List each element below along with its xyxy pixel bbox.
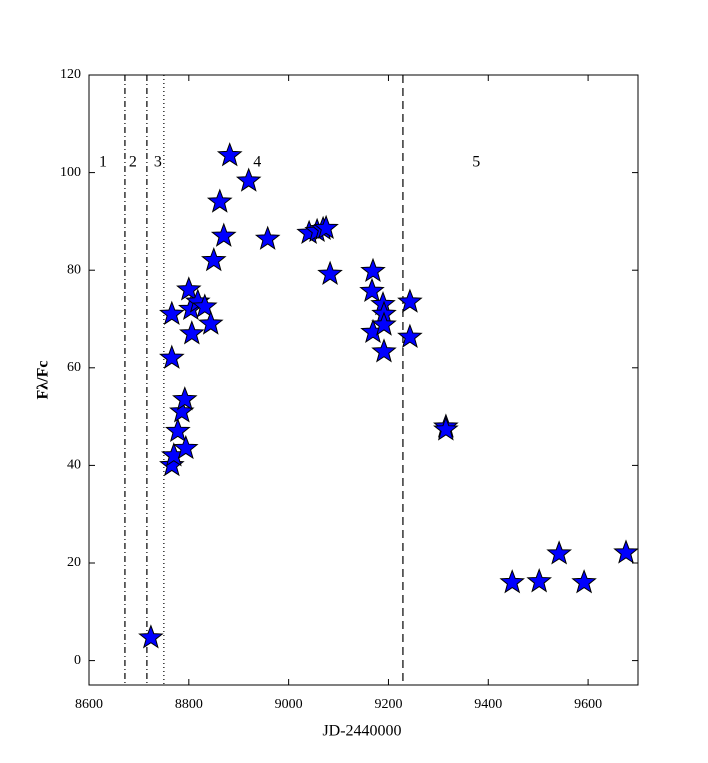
x-tick-label: 8600 xyxy=(75,697,103,712)
star-point xyxy=(397,323,423,348)
star-point xyxy=(526,568,552,593)
star-point xyxy=(159,300,185,325)
y-tick-label: 60 xyxy=(67,360,81,375)
star-point xyxy=(360,257,386,283)
star-point xyxy=(571,569,597,594)
star-point xyxy=(192,293,218,318)
star-point xyxy=(397,288,423,313)
star-point xyxy=(176,276,202,301)
region-label: 2 xyxy=(129,154,137,171)
y-tick-label: 80 xyxy=(67,262,81,277)
x-tick-label: 9600 xyxy=(574,697,602,712)
plot-frame xyxy=(88,74,639,686)
star-point xyxy=(206,188,233,213)
y-tick-label: 40 xyxy=(67,458,81,473)
star-point xyxy=(613,539,639,564)
region-label: 1 xyxy=(99,154,107,171)
y-tick-label: 20 xyxy=(67,555,81,570)
star-point xyxy=(371,338,397,363)
star-point xyxy=(254,225,281,250)
x-tick-label: 9000 xyxy=(275,697,303,712)
star-point xyxy=(210,222,237,247)
region-label: 4 xyxy=(253,154,261,171)
y-tick-label: 0 xyxy=(74,653,81,668)
star-point xyxy=(359,277,385,303)
star-point xyxy=(317,260,343,285)
star-point xyxy=(216,142,243,167)
star-point xyxy=(201,246,227,272)
star-point xyxy=(546,540,572,565)
star-point xyxy=(433,416,459,441)
x-tick-label: 9400 xyxy=(474,697,502,712)
star-point xyxy=(313,214,339,240)
region-label: 5 xyxy=(472,154,480,171)
star-point xyxy=(235,167,262,192)
star-point xyxy=(165,417,191,443)
star-point xyxy=(198,310,224,335)
star-point xyxy=(172,386,198,411)
x-axis-label: JD-2440000 xyxy=(322,723,401,740)
y-axis-label: Fλ/Fc xyxy=(35,361,52,400)
x-tick-label: 9200 xyxy=(374,697,402,712)
region-label: 3 xyxy=(154,154,162,171)
star-point xyxy=(179,320,205,345)
y-tick-label: 100 xyxy=(60,165,81,180)
y-tick-label: 120 xyxy=(60,67,81,82)
star-point xyxy=(173,434,199,460)
star-point xyxy=(499,569,525,594)
x-tick-label: 8800 xyxy=(175,697,203,712)
star-point xyxy=(371,311,397,336)
star-point xyxy=(159,344,185,369)
star-point xyxy=(138,624,164,649)
star-point xyxy=(159,451,185,477)
